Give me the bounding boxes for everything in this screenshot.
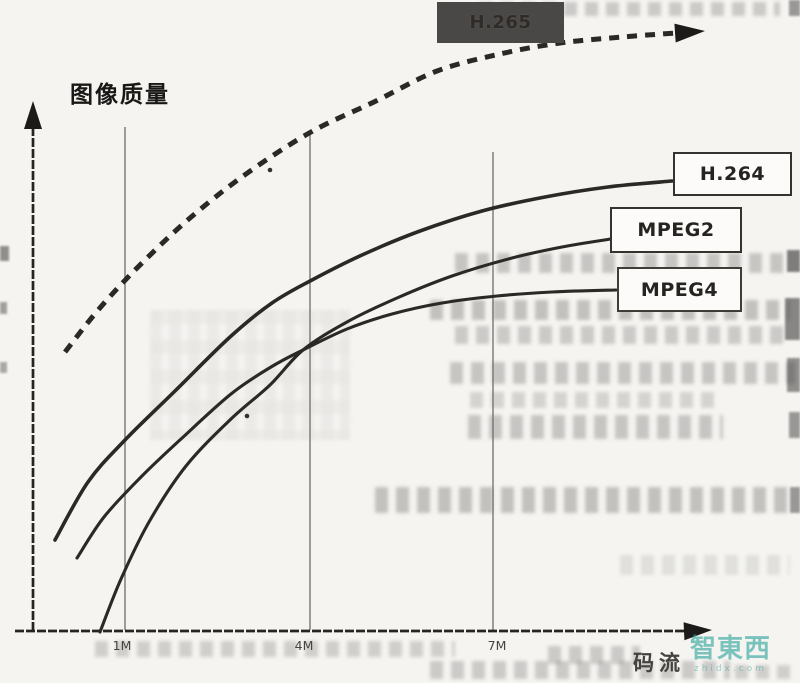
watermark: 智東西 zhidx.com [690,636,771,674]
h265-arrowhead-icon [674,23,705,43]
y-axis-label: 图像质量 [70,82,170,108]
watermark-brand: 智東西 [690,634,772,664]
mpeg2-curve [98,237,613,634]
x-tick-4M: 4M [294,638,314,653]
scan-speck [267,167,273,173]
watermark-domain: zhidx.com [693,664,768,674]
h265-label-box: H.265 [437,2,564,43]
x-axis-label: 码流 [633,651,685,675]
x-axis-arrowhead-icon [683,622,712,641]
mpeg4-label-box: MPEG4 [617,267,742,312]
mpeg4-label: MPEG4 [640,278,719,301]
x-tick-7M: 7M [487,638,507,653]
scan-speck [244,413,250,419]
mpeg2-label: MPEG2 [637,219,715,241]
h264-label-box: H.264 [673,152,792,196]
h265-label: H.265 [469,12,532,33]
h264-label: H.264 [699,163,766,185]
h264-curve [53,179,674,542]
mpeg2-label-box: MPEG2 [610,207,742,253]
mpeg4-curve [75,288,618,560]
y-axis-arrowhead-icon [24,101,42,129]
x-tick-1M: 1M [112,638,132,653]
